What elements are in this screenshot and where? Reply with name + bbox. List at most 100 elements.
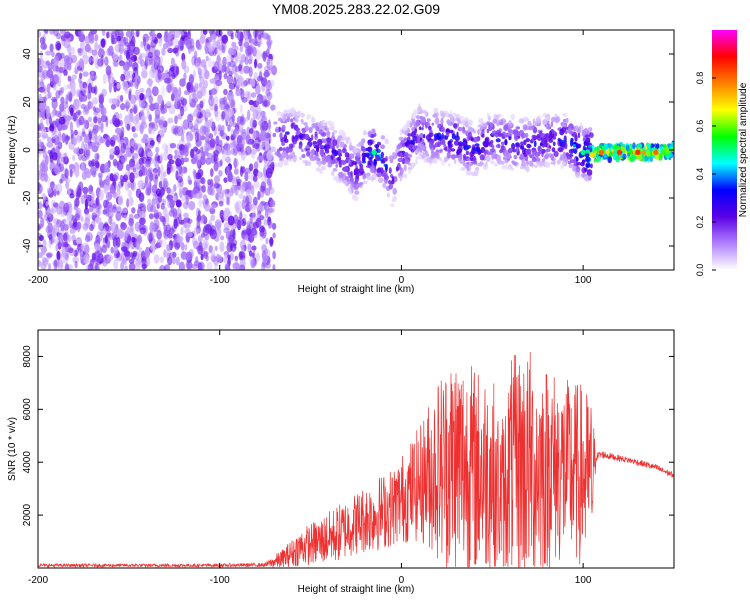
noise-cell: [153, 218, 160, 230]
spectrogram-cell: [330, 171, 335, 176]
noise-cell: [203, 125, 210, 136]
spectrogram-cell: [506, 153, 512, 160]
noise-cell: [239, 185, 246, 194]
noise-cell: [55, 118, 60, 128]
noise-cell: [238, 64, 243, 72]
noise-cell: [213, 183, 221, 189]
spectrogram-cell: [537, 136, 542, 141]
spectrogram-cell: [326, 145, 330, 152]
colorbar-gradient: [712, 30, 737, 270]
noise-cell: [98, 93, 105, 101]
noise-cell: [112, 52, 119, 62]
spectrogram-cell: [447, 140, 452, 146]
spectrogram-cell: [443, 156, 448, 163]
noise-cell: [113, 119, 121, 128]
noise-cell: [39, 200, 43, 211]
noise-cell: [126, 198, 130, 208]
noise-cell: [84, 198, 88, 210]
spectrogram-cell: [343, 180, 348, 185]
noise-cell: [74, 260, 78, 269]
noise-cell: [59, 178, 63, 184]
noise-cell: [63, 167, 68, 178]
noise-cell: [202, 227, 209, 237]
spectrogram-cell: [500, 119, 504, 126]
noise-cell: [79, 135, 83, 142]
noise-cell: [84, 221, 89, 230]
spectrogram-cell: [277, 162, 283, 167]
noise-cell: [76, 221, 81, 233]
spectrogram-cell: [461, 141, 467, 146]
spectrogram-cell: [565, 117, 569, 122]
spectrogram-cell: [303, 122, 308, 126]
noise-cell: [148, 213, 154, 220]
noise-cell: [82, 242, 90, 253]
spectrogram-cell: [372, 128, 376, 134]
spectrogram-cell: [453, 140, 460, 146]
spectrogram-cell: [564, 130, 568, 135]
noise-cell: [106, 31, 110, 39]
spectrogram-cell: [404, 158, 410, 165]
noise-cell: [168, 104, 176, 115]
noise-cell: [139, 92, 145, 101]
spectrogram-cell: [350, 183, 353, 189]
noise-cell: [71, 74, 77, 80]
spectrogram-cell: [481, 122, 487, 128]
spectrogram-cell: [292, 155, 297, 163]
noise-cell: [265, 262, 271, 269]
spectrogram-cell: [585, 127, 588, 133]
spectrogram-cell: [276, 111, 282, 116]
spectrogram-cell: [523, 139, 527, 146]
noise-cell: [91, 49, 98, 56]
noise-cell: [142, 65, 147, 76]
x-tick-label: -100: [210, 275, 230, 286]
spectrogram-cell: [281, 151, 287, 159]
noise-cell: [147, 198, 152, 205]
noise-cell: [214, 61, 219, 70]
spectrogram-cell: [272, 132, 277, 138]
spectrogram-cell: [332, 167, 338, 172]
noise-cell: [178, 236, 184, 243]
spectrogram-cell: [327, 163, 333, 168]
noise-cell: [261, 77, 268, 87]
spectrogram-cell: [329, 142, 334, 149]
noise-cell: [190, 125, 196, 133]
spectrogram-cell: [390, 203, 395, 207]
noise-cell: [121, 258, 127, 264]
noise-cell: [233, 168, 239, 175]
noise-cell: [133, 213, 140, 219]
noise-cell: [236, 181, 241, 187]
spectrogram-cell: [508, 120, 512, 124]
noise-cell: [210, 214, 216, 221]
spectrogram-cell: [335, 143, 340, 149]
noise-cell: [39, 102, 45, 113]
noise-cell: [94, 264, 100, 270]
noise-cell: [272, 264, 276, 270]
noise-cell: [107, 74, 111, 84]
spectrogram-cell: [473, 136, 479, 143]
noise-cell: [227, 91, 234, 102]
spectrogram-cell: [649, 156, 654, 163]
noise-cell: [108, 82, 112, 93]
noise-cell: [133, 107, 138, 114]
noise-cell: [128, 112, 134, 123]
noise-cell: [38, 225, 42, 231]
spectrogram-cell: [407, 143, 413, 150]
noise-cell: [262, 253, 268, 264]
noise-cell: [53, 202, 59, 208]
noise-cell: [180, 106, 185, 117]
noise-cell: [151, 30, 156, 39]
noise-cell: [130, 197, 134, 205]
spectrogram-cell: [374, 132, 377, 137]
spectrogram-cell: [406, 139, 410, 146]
noise-cell: [144, 175, 148, 186]
noise-cell: [233, 158, 239, 169]
spectrogram-cell: [512, 148, 517, 153]
spectrogram-cell: [410, 139, 414, 145]
noise-cell: [160, 173, 165, 183]
spectrogram-cell: [527, 144, 532, 148]
spectrogram-cell: [424, 150, 429, 156]
spectrogram-cell: [353, 147, 359, 154]
noise-cell: [38, 86, 46, 93]
noise-cell: [221, 124, 225, 131]
noise-cell: [180, 241, 185, 251]
